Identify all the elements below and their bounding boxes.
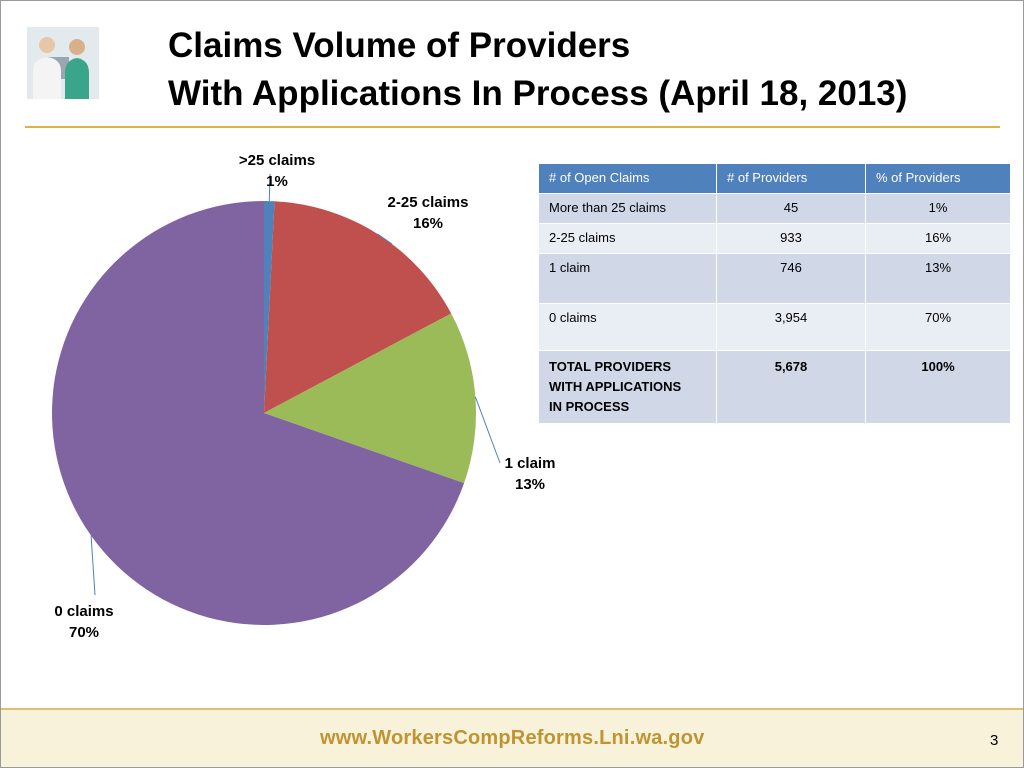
footer-url[interactable]: www.WorkersCompReforms.Lni.wa.gov xyxy=(320,727,705,749)
table-cell: 16% xyxy=(865,223,1011,254)
table-cell: 70% xyxy=(865,303,1011,351)
providers-table: # of Open Claims # of Providers % of Pro… xyxy=(538,163,1011,424)
pie-label-over25: >25 claims 1% xyxy=(222,150,332,192)
table-cell: 746 xyxy=(716,253,866,304)
pie-label-1claim: 1 claim 13% xyxy=(490,453,570,495)
footer-divider xyxy=(1,708,1023,710)
table-row: 0 claims 3,954 70% xyxy=(538,303,1011,351)
table-row: 1 claim 746 13% xyxy=(538,253,1011,304)
pie-label-over25-name: >25 claims xyxy=(238,152,316,169)
title-line-2: With Applications In Process (April 18, … xyxy=(168,74,908,113)
pie-label-2to25: 2-25 claims 16% xyxy=(373,192,483,234)
pie-label-0claims-pct: 70% xyxy=(68,624,100,641)
total-label-line: WITH APPLICATIONS xyxy=(549,379,682,394)
header-percent: % of Providers xyxy=(865,163,1011,194)
pie-label-0claims: 0 claims 70% xyxy=(44,601,124,643)
total-providers: 5,678 xyxy=(716,350,866,424)
table-cell: 0 claims xyxy=(538,303,717,351)
table-cell: 1% xyxy=(865,193,1011,224)
title-divider xyxy=(25,126,1000,128)
page-title: Claims Volume of Providers With Applicat… xyxy=(168,22,1018,118)
total-label-line: TOTAL PROVIDERS xyxy=(549,359,672,374)
header-providers: # of Providers xyxy=(716,163,866,194)
pie-label-1claim-name: 1 claim xyxy=(504,455,556,472)
doctors-photo xyxy=(27,27,99,99)
pie-slice-2to25 xyxy=(264,201,452,413)
table-total-row: TOTAL PROVIDERS WITH APPLICATIONS IN PRO… xyxy=(538,350,1011,424)
table-cell: 933 xyxy=(716,223,866,254)
table-cell: 2-25 claims xyxy=(538,223,717,254)
table-cell: 45 xyxy=(716,193,866,224)
pie-label-over25-pct: 1% xyxy=(266,173,288,190)
header-open-claims: # of Open Claims xyxy=(538,163,717,194)
total-label: TOTAL PROVIDERS WITH APPLICATIONS IN PRO… xyxy=(538,350,717,424)
pie-slice-over25 xyxy=(264,201,275,413)
doctors-photo-icon xyxy=(27,27,99,99)
pie-chart xyxy=(52,173,501,625)
table-cell: More than 25 claims xyxy=(538,193,717,224)
total-label-line: IN PROCESS xyxy=(549,399,630,414)
table-cell: 3,954 xyxy=(716,303,866,351)
table-header-row: # of Open Claims # of Providers % of Pro… xyxy=(538,163,1011,194)
pie-label-1claim-pct: 13% xyxy=(514,476,546,493)
pie-label-0claims-name: 0 claims xyxy=(54,603,114,620)
pie-leader-line xyxy=(90,535,96,596)
table-cell: 1 claim xyxy=(538,253,717,304)
title-line-1: Claims Volume of Providers xyxy=(168,26,631,65)
pie-leader-line xyxy=(377,233,393,245)
pie-leader-line xyxy=(474,396,501,464)
footer-bar xyxy=(1,708,1023,767)
pie-label-2to25-name: 2-25 claims xyxy=(387,194,469,211)
table-row: More than 25 claims 45 1% xyxy=(538,193,1011,224)
pie-label-2to25-pct: 16% xyxy=(412,215,444,232)
table-row: 2-25 claims 933 16% xyxy=(538,223,1011,254)
page-number: 3 xyxy=(990,732,999,749)
pie-leader-line xyxy=(268,173,271,202)
total-percent: 100% xyxy=(865,350,1011,424)
table-cell: 13% xyxy=(865,253,1011,304)
pie-slice-1claim xyxy=(264,313,476,484)
pie-slice-0claims xyxy=(52,201,465,625)
